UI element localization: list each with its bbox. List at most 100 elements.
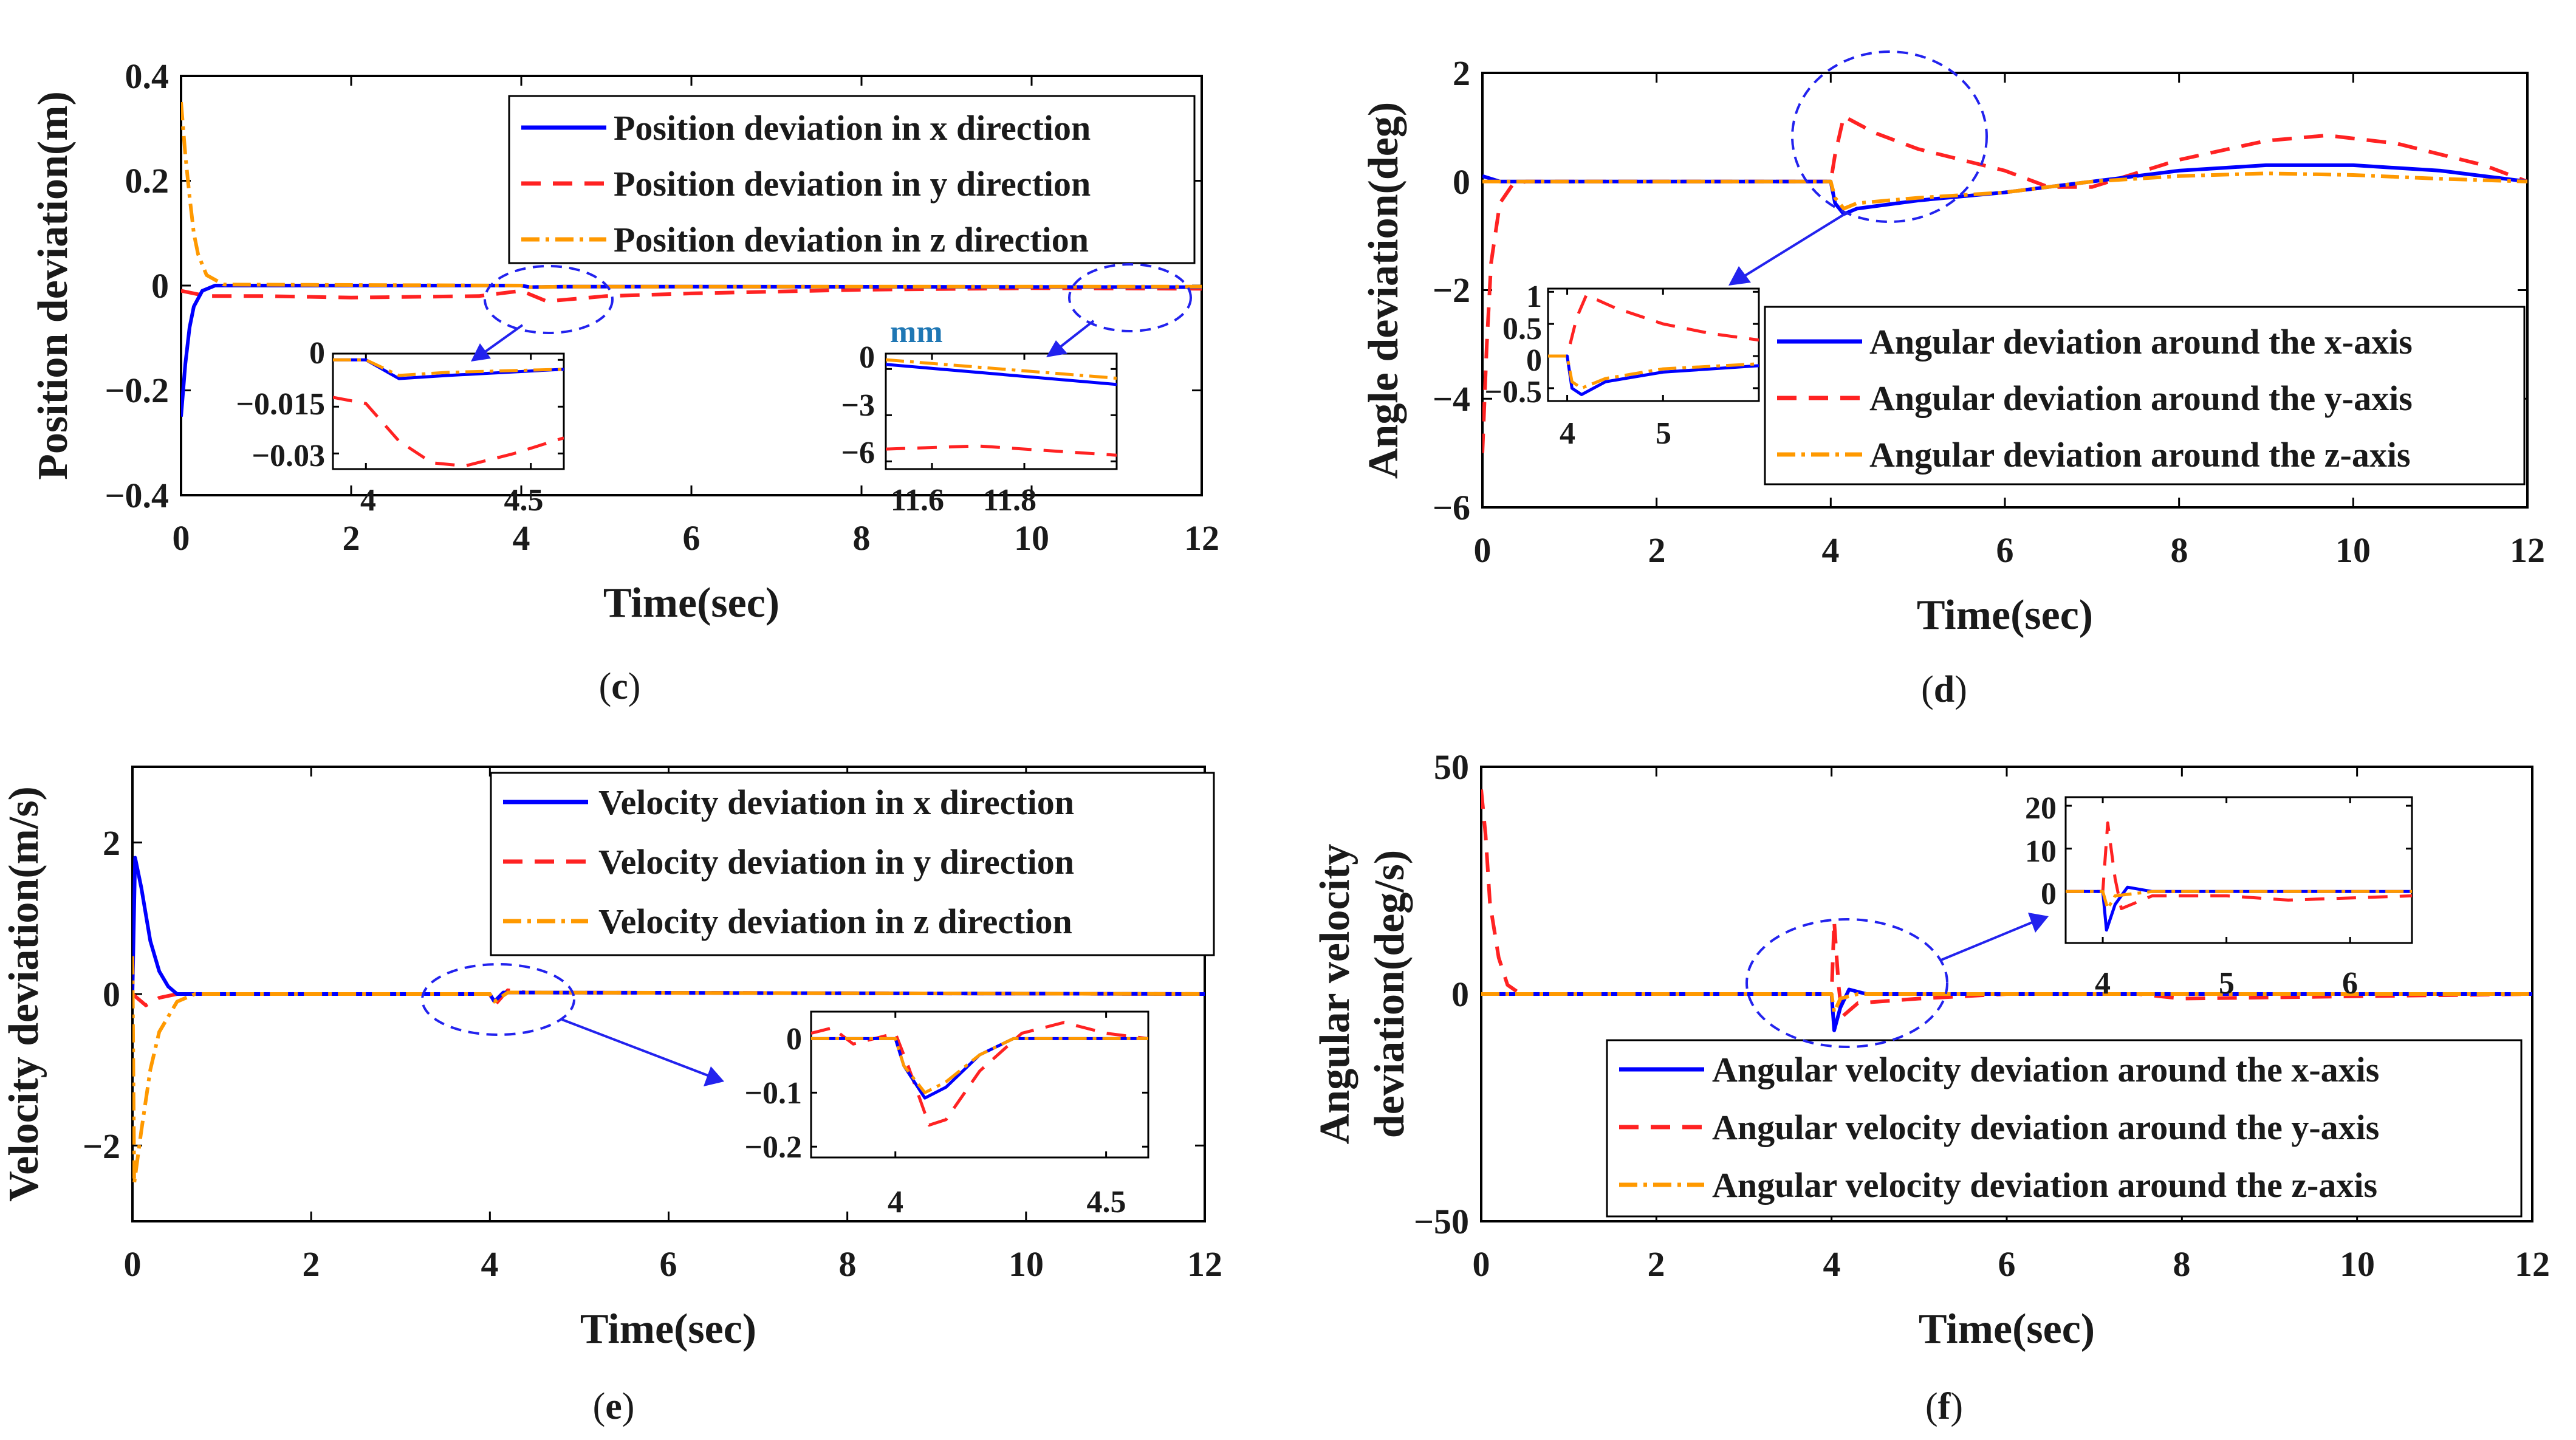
- y-ticks: −0.4 −0.2 0 0.2 0.4: [104, 57, 169, 515]
- legend-entry: Angular velocity deviation around the x-…: [1712, 1050, 2379, 1089]
- y-ticks: −2 0 2: [83, 823, 120, 1166]
- zoom-marker: [1728, 50, 1988, 286]
- inset-y-tick-label: 0.5: [1502, 312, 1542, 346]
- panel-e: 0 2 4 6 8 10 12 −2 0 2 Time(sec) Velocit…: [1, 766, 1222, 1427]
- caption-close: ): [1950, 1386, 1963, 1427]
- x-axis-label: Time(sec): [580, 1306, 756, 1353]
- legend-entry: Velocity deviation in x direction: [598, 783, 1074, 822]
- y-tick-label: −4: [1433, 379, 1470, 419]
- inset-x-tick-label: 4: [2095, 966, 2111, 1001]
- series-line-x: [132, 855, 1205, 1004]
- y-tick-label: 0.4: [125, 57, 170, 96]
- x-tick-label: 10: [2335, 530, 2371, 570]
- y-tick-label: 2: [1453, 53, 1470, 93]
- x-tick-label: 8: [839, 1244, 857, 1284]
- x-tick-label: 2: [1648, 530, 1666, 570]
- x-axis-label: Time(sec): [1919, 1306, 2095, 1353]
- inset-x-tick-label: 4.5: [1087, 1185, 1126, 1219]
- series-line-y: [181, 286, 1202, 303]
- legend-box: [508, 95, 1196, 264]
- legend-entry: Position deviation in z direction: [614, 220, 1089, 259]
- inset-y-tick-label: 0: [309, 336, 325, 371]
- series-line-z: [811, 1037, 1148, 1094]
- inset-y-tick-label: −0.015: [236, 387, 325, 422]
- y-axis-label-line-1: Angular velocity: [1312, 844, 1358, 1145]
- inset-y-tick-label: −0.2: [744, 1130, 802, 1165]
- caption-text: (f): [1925, 1386, 1963, 1427]
- series-line-z: [2066, 890, 2412, 910]
- zoom-marker: [471, 263, 1192, 362]
- x-tick-label: 10: [1014, 518, 1049, 558]
- series-line-z: [886, 358, 1117, 380]
- inset-plot-area: [886, 354, 1117, 469]
- caption-letter: d: [1934, 669, 1954, 710]
- panel-d: 0 2 4 6 8 10 12 −6 −4 −2 0 2 Time(sec) A…: [1360, 50, 2545, 710]
- series-line-y: [1548, 293, 1759, 358]
- legend-entry: Angular velocity deviation around the y-…: [1712, 1108, 2379, 1147]
- y-axis-label-line-2: deviation(deg/s): [1366, 850, 1413, 1138]
- series-line-x: [333, 358, 564, 380]
- y-tick-label: 0: [103, 975, 120, 1014]
- inset-frame: [2064, 796, 2413, 944]
- series-line-y: [1482, 114, 2527, 453]
- inset-x-tick-label: 5: [1656, 416, 1671, 451]
- inset-y-tick-label: 0: [859, 340, 875, 375]
- zoom-marker: [421, 963, 724, 1086]
- y-tick-label: −50: [1414, 1202, 1469, 1241]
- arrowhead-icon: [1728, 266, 1751, 286]
- x-tick-label: 10: [1009, 1244, 1044, 1284]
- x-ticks: 0 2 4 6 8 10 12: [1473, 1244, 2550, 1284]
- inset: 0 −0.1 −0.2 4 4.5: [744, 1010, 1149, 1219]
- y-tick-label: −6: [1433, 488, 1470, 527]
- legend: Angular velocity deviation around the x-…: [1606, 1039, 2523, 1218]
- x-tick-label: 2: [343, 518, 360, 558]
- x-tick-label: 10: [2340, 1244, 2375, 1284]
- y-ticks: −50 0 50: [1414, 747, 1469, 1241]
- caption-close: ): [1954, 669, 1967, 710]
- y-tick-label: −2: [1433, 270, 1470, 310]
- inset-frame: [1547, 287, 1760, 402]
- y-axis-label: Angle deviation(deg): [1360, 102, 1407, 479]
- inset-x-tick-label: 4: [360, 483, 376, 518]
- inset-frame: [810, 1010, 1149, 1159]
- series-line-x: [886, 363, 1117, 386]
- inset-y-tick-label: −0.1: [744, 1076, 802, 1111]
- series-line-y: [811, 1021, 1148, 1127]
- caption: (f): [1925, 1386, 1963, 1427]
- legend: Velocity deviation in x direction Veloci…: [490, 772, 1215, 956]
- y-axis-label: Velocity deviation(m/s): [1, 786, 47, 1202]
- zoom-arrow: [1941, 921, 2033, 961]
- y-tick-label: −2: [83, 1126, 120, 1166]
- arrowhead-icon: [1046, 340, 1067, 357]
- zoom-ellipse: [1791, 50, 1988, 223]
- panel-f: 0 2 4 6 8 10 12 −50 0 50 Time(sec) Angul…: [1312, 747, 2550, 1427]
- caption-letter: f: [1938, 1386, 1951, 1427]
- x-tick-label: 12: [2510, 530, 2545, 570]
- caption-open: (: [1925, 1386, 1938, 1427]
- inset-y-tick-label: 0: [1526, 343, 1542, 378]
- inset-plot-area: [333, 354, 564, 469]
- inset-plot-area: [811, 1012, 1148, 1157]
- series-line-z: [132, 956, 1205, 1185]
- x-tick-label: 8: [2173, 1244, 2191, 1284]
- legend-entry: Angular deviation around the y-axis: [1869, 379, 2413, 418]
- x-tick-label: 4: [513, 518, 530, 558]
- y-axis-label: Position deviation(m): [30, 91, 77, 480]
- caption-open: (: [599, 666, 612, 707]
- inset-y-tick-label: −0.5: [1484, 375, 1542, 410]
- panel-c: 0 2 4 6 8 10 12 −0.4 −0.2 0 0.2 0.4 Time…: [30, 57, 1219, 707]
- inset-y-tick-label: −6: [841, 436, 875, 470]
- series-line-z: [1482, 171, 2527, 211]
- x-ticks: 0 2 4 6 8 10 12: [173, 518, 1220, 558]
- caption: (d): [1921, 669, 1967, 710]
- y-tick-label: 0: [151, 266, 169, 306]
- inset: mm 0 −3 −6 11.6 11.8: [841, 315, 1118, 518]
- caption-text: (c): [599, 666, 641, 707]
- x-tick-label: 8: [2171, 530, 2188, 570]
- zoom-ellipse: [484, 265, 614, 334]
- zoom-arrow: [561, 1018, 708, 1077]
- caption-close: ): [628, 666, 641, 707]
- zoom-marker: [1745, 913, 2049, 1048]
- x-tick-label: 4: [481, 1244, 499, 1284]
- plot-area: [131, 767, 1206, 1221]
